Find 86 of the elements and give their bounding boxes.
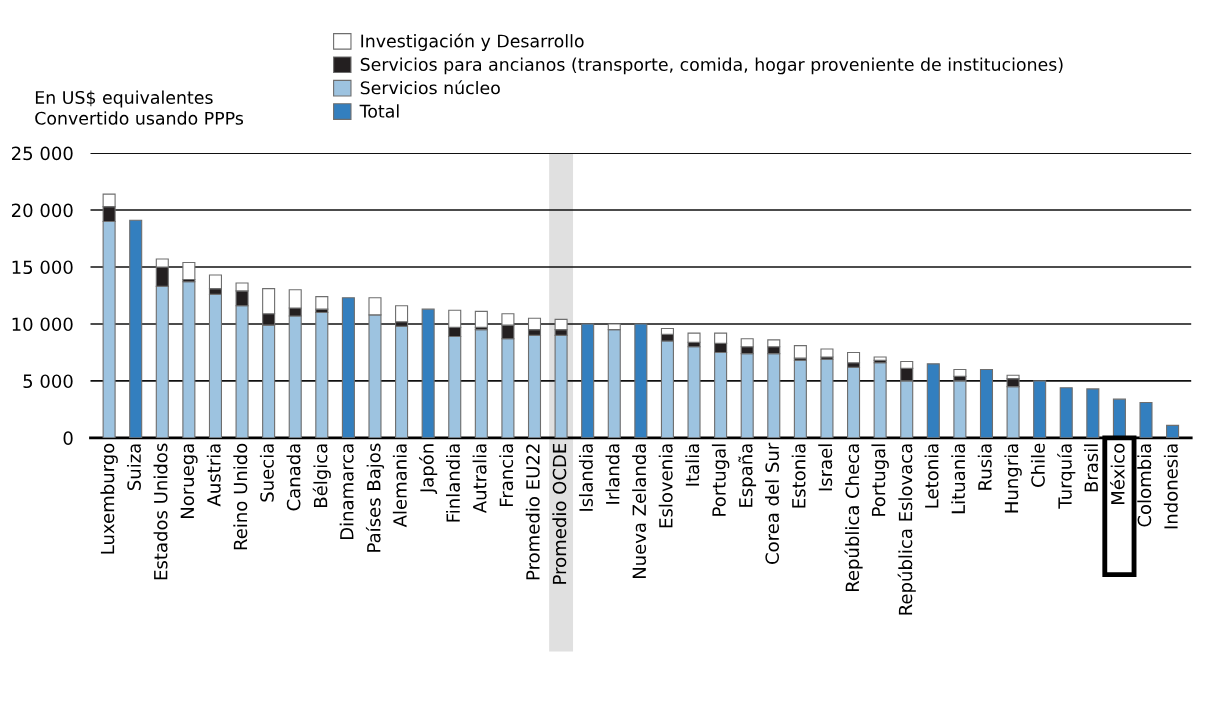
x-tick-label: República Checa (844, 444, 863, 592)
bar (634, 323, 648, 438)
bar (395, 325, 409, 438)
x-tick-label: Estonia (791, 444, 806, 508)
x-tick-label: Irlanda (605, 444, 620, 504)
x-tick-label: Islandia (578, 444, 593, 511)
bar (315, 312, 329, 438)
x-tick-label: Lituania (951, 444, 966, 514)
bar (1166, 424, 1180, 438)
y-tick-label: 5 000 (23, 374, 73, 389)
x-tick-label: Hungria (1004, 444, 1022, 513)
bar (1059, 387, 1073, 438)
x-tick-label: Finlandia (446, 444, 460, 522)
legend-label: Total (359, 104, 399, 118)
x-tick-label: Corea del Sur (765, 442, 780, 564)
y-tick-label: 25 000 (11, 146, 73, 161)
x-tick-label: Bélgica (312, 444, 331, 507)
y-tick-label: 0 (63, 431, 73, 445)
bar (395, 305, 409, 323)
legend-label: Servicios núcleo (360, 80, 500, 95)
bar (793, 345, 807, 359)
x-tick-label: Suiza (126, 444, 141, 491)
x-tick-label: Promedio OCDE (552, 443, 567, 584)
x-tick-label: Canada (286, 444, 301, 511)
bar (182, 261, 196, 281)
x-tick-label: Noruega (180, 444, 198, 519)
x-tick-label: Suecia (259, 444, 274, 502)
bar (847, 351, 861, 364)
bar (793, 359, 807, 438)
y-tick-label: 15 000 (12, 260, 73, 275)
x-tick-label: México (1109, 443, 1125, 505)
x-tick-label: Indonesia (1163, 444, 1178, 529)
legend-label: Servicios para ancianos (transporte, comida, hogar proveniente de instituciones) (360, 57, 1063, 75)
bar (953, 380, 967, 438)
x-tick-label: Promedio EU22 (525, 444, 540, 580)
bar (421, 308, 435, 438)
bar (687, 346, 701, 438)
x-tick-label: Alemania (392, 444, 407, 528)
x-tick-label: Italia (685, 444, 700, 486)
x-tick-label: Eslovenia (658, 444, 673, 528)
x-tick-label: Países Bajos (365, 443, 385, 552)
x-tick-label: Israel (818, 444, 833, 491)
bar (1112, 398, 1126, 438)
bar (847, 366, 861, 438)
x-tick-label: Japón (419, 444, 438, 495)
bar (474, 329, 488, 438)
bar (581, 323, 595, 438)
bar (1033, 380, 1047, 438)
bar (315, 296, 329, 310)
y-tick-label: 10 000 (12, 317, 73, 332)
x-tick-label: Portugal (871, 444, 889, 516)
x-tick-label: Nueva Zelanda (632, 444, 647, 579)
x-tick-label: Brasil (1084, 444, 1099, 492)
bar (820, 348, 834, 358)
bar (208, 293, 222, 438)
x-tick-label: Letonia (924, 444, 939, 508)
y-tick-label: 20 000 (11, 203, 73, 218)
x-tick-label: Austria (206, 444, 221, 507)
bar (554, 334, 568, 438)
x-tick-label: Francia (499, 444, 514, 506)
legend-label: Investigación y Desarrollo (361, 33, 584, 51)
x-tick-label: Estados Unidos (153, 443, 168, 580)
bar (474, 310, 488, 328)
bar (1086, 388, 1100, 438)
x-tick-label: Portugal (711, 444, 730, 516)
x-tick-label: Luxemburgo (100, 443, 118, 554)
bar (926, 363, 940, 438)
bar (820, 358, 834, 438)
x-tick-label: España (738, 444, 757, 507)
x-tick-label: Autralia (472, 444, 487, 514)
bar (182, 281, 196, 438)
bar (1139, 402, 1153, 438)
bar (687, 332, 701, 343)
bar (129, 219, 143, 438)
x-tick-label: Chile (1030, 443, 1045, 487)
bar (979, 368, 994, 438)
y-axis-title: En US$ equivalentes Convertido usando PPPs (35, 90, 244, 125)
bar (527, 334, 542, 438)
x-tick-label: Colombia (1137, 444, 1152, 527)
bar (341, 297, 355, 438)
x-tick-label: Dinamarca (339, 444, 354, 540)
x-tick-label: República Eslovaca (897, 444, 916, 615)
x-tick-label: Rusia (977, 444, 992, 490)
bar (873, 362, 887, 438)
x-tick-label: Turquía (1057, 444, 1076, 509)
x-tick-label: Reino Unido (233, 443, 248, 550)
